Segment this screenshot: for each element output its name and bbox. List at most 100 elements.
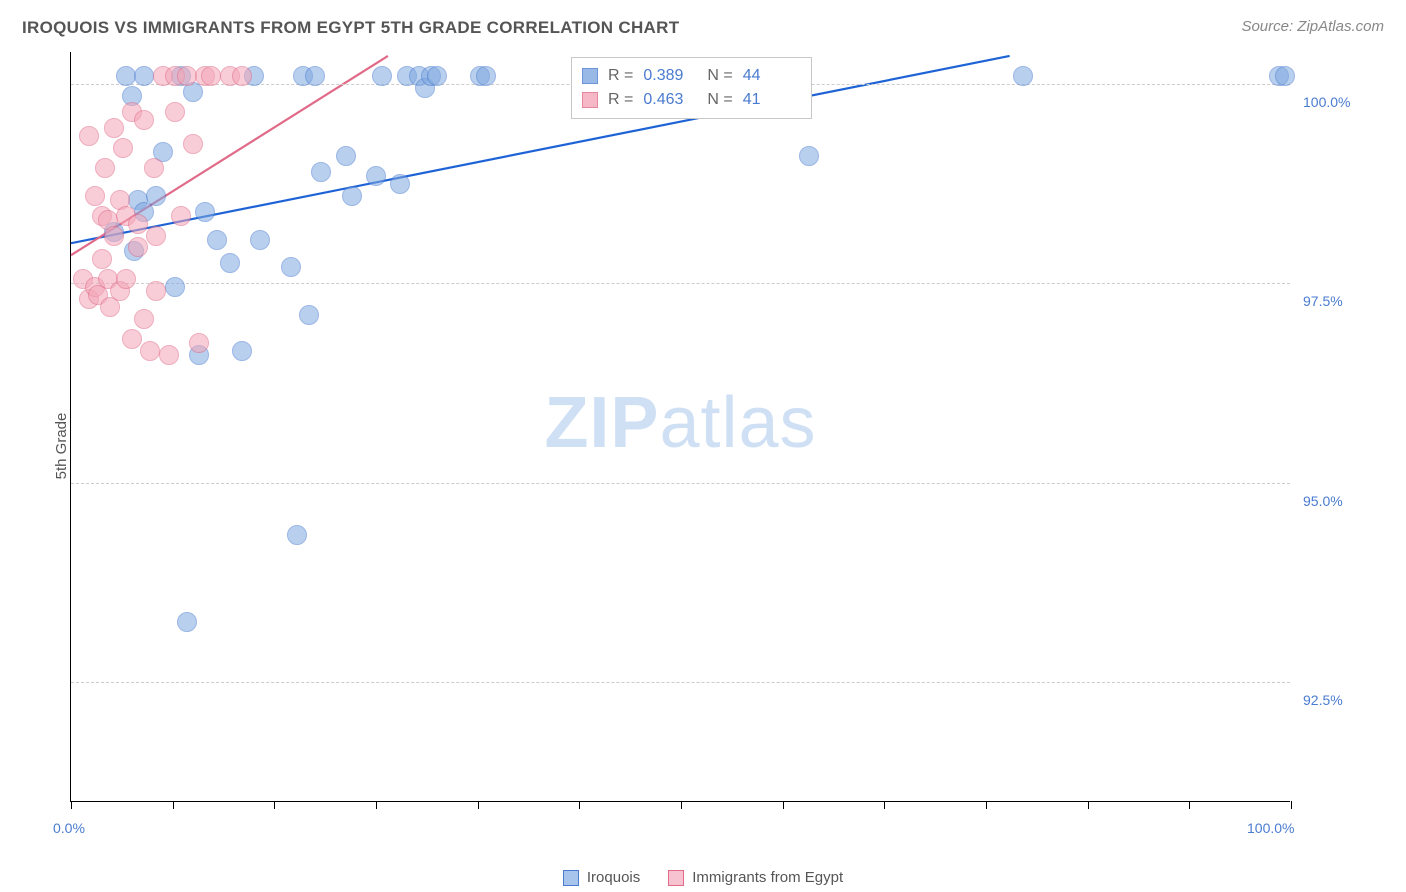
- x-tick: [1088, 801, 1089, 809]
- watermark-bold: ZIP: [544, 382, 659, 462]
- scatter-point: [85, 186, 105, 206]
- scatter-point: [146, 281, 166, 301]
- scatter-point: [159, 345, 179, 365]
- x-tick: [478, 801, 479, 809]
- gridline: [71, 283, 1290, 284]
- scatter-chart: ZIPatlas 92.5%95.0%97.5%100.0%0.0%100.0%…: [70, 52, 1290, 802]
- gridline: [71, 483, 1290, 484]
- scatter-point: [146, 226, 166, 246]
- scatter-point: [104, 226, 124, 246]
- scatter-point: [104, 118, 124, 138]
- scatter-point: [799, 146, 819, 166]
- scatter-point: [128, 214, 148, 234]
- scatter-point: [189, 333, 209, 353]
- scatter-point: [201, 66, 221, 86]
- stat-swatch-icon: [582, 92, 598, 108]
- legend-swatch-icon: [668, 870, 684, 886]
- scatter-point: [390, 174, 410, 194]
- scatter-point: [299, 305, 319, 325]
- scatter-point: [165, 102, 185, 122]
- x-tick: [783, 801, 784, 809]
- x-tick: [274, 801, 275, 809]
- scatter-point: [134, 110, 154, 130]
- stat-r-value: 0.389: [643, 64, 697, 88]
- scatter-point: [134, 309, 154, 329]
- correlation-stat-box: R =0.389N =44R =0.463N =41: [571, 57, 812, 119]
- y-tick-label: 97.5%: [1303, 293, 1343, 309]
- x-tick: [1291, 801, 1292, 809]
- stat-row: R = 0.389 N = 44: [582, 64, 797, 88]
- y-tick-label: 95.0%: [1303, 493, 1343, 509]
- legend: Iroquois Immigrants from Egypt: [0, 869, 1406, 886]
- scatter-point: [250, 230, 270, 250]
- scatter-point: [140, 341, 160, 361]
- scatter-point: [183, 134, 203, 154]
- y-tick-label: 92.5%: [1303, 692, 1343, 708]
- scatter-point: [220, 253, 240, 273]
- stat-r-label: R =: [608, 88, 633, 112]
- scatter-point: [113, 138, 133, 158]
- x-tick: [681, 801, 682, 809]
- x-tick: [884, 801, 885, 809]
- scatter-point: [95, 158, 115, 178]
- scatter-point: [171, 206, 191, 226]
- trend-lines-layer: [71, 52, 1290, 801]
- scatter-point: [207, 230, 227, 250]
- source-label: Source: ZipAtlas.com: [1241, 18, 1384, 35]
- x-tick-label: 100.0%: [1247, 820, 1294, 836]
- scatter-point: [122, 329, 142, 349]
- scatter-point: [1275, 66, 1295, 86]
- legend-label: Iroquois: [587, 869, 640, 886]
- scatter-point: [79, 126, 99, 146]
- x-tick-label: 0.0%: [53, 820, 85, 836]
- gridline: [71, 682, 1290, 683]
- scatter-point: [177, 612, 197, 632]
- x-tick: [1189, 801, 1190, 809]
- scatter-point: [144, 158, 164, 178]
- stat-r-label: R =: [608, 64, 633, 88]
- watermark-light: atlas: [659, 382, 816, 462]
- scatter-point: [305, 66, 325, 86]
- x-tick: [986, 801, 987, 809]
- stat-n-label: N =: [707, 64, 732, 88]
- scatter-point: [232, 341, 252, 361]
- scatter-point: [116, 66, 136, 86]
- legend-swatch-icon: [563, 870, 579, 886]
- scatter-point: [287, 525, 307, 545]
- x-tick: [376, 801, 377, 809]
- scatter-point: [366, 166, 386, 186]
- legend-item-iroquois: Iroquois: [563, 869, 640, 886]
- x-tick: [71, 801, 72, 809]
- scatter-point: [195, 202, 215, 222]
- x-tick: [173, 801, 174, 809]
- scatter-point: [427, 66, 447, 86]
- scatter-point: [165, 277, 185, 297]
- header-row: IROQUOIS VS IMMIGRANTS FROM EGYPT 5TH GR…: [0, 0, 1406, 38]
- stat-n-value: 41: [743, 88, 797, 112]
- chart-title: IROQUOIS VS IMMIGRANTS FROM EGYPT 5TH GR…: [22, 18, 679, 38]
- scatter-point: [116, 269, 136, 289]
- scatter-point: [476, 66, 496, 86]
- stat-swatch-icon: [582, 68, 598, 84]
- y-axis-title: 5th Grade: [53, 413, 70, 480]
- watermark: ZIPatlas: [544, 381, 816, 463]
- scatter-point: [177, 66, 197, 86]
- scatter-point: [311, 162, 331, 182]
- scatter-point: [342, 186, 362, 206]
- scatter-point: [128, 237, 148, 257]
- stat-n-label: N =: [707, 88, 732, 112]
- scatter-point: [134, 66, 154, 86]
- scatter-point: [281, 257, 301, 277]
- x-tick: [579, 801, 580, 809]
- scatter-point: [146, 186, 166, 206]
- stat-row: R =0.463N =41: [582, 88, 797, 112]
- legend-item-egypt: Immigrants from Egypt: [668, 869, 843, 886]
- legend-label: Immigrants from Egypt: [692, 869, 843, 886]
- scatter-point: [1013, 66, 1033, 86]
- stat-n-value: 44: [743, 64, 797, 88]
- y-tick-label: 100.0%: [1303, 94, 1350, 110]
- scatter-point: [336, 146, 356, 166]
- scatter-point: [92, 249, 112, 269]
- scatter-point: [232, 66, 252, 86]
- scatter-point: [372, 66, 392, 86]
